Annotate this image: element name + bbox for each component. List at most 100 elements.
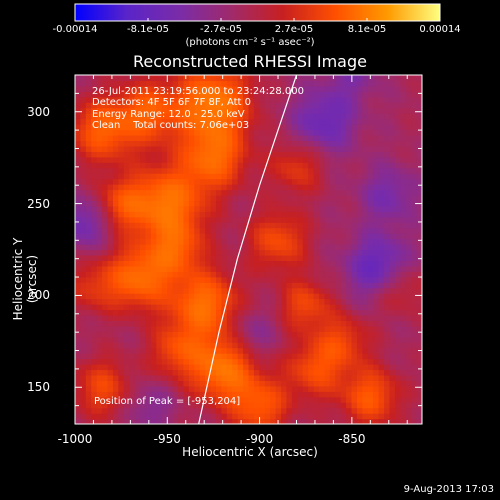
heatmap-cell [400, 211, 407, 218]
heatmap-cell [324, 342, 331, 349]
heatmap-cell [194, 336, 201, 343]
heatmap-cell [416, 151, 422, 158]
heatmap-cell [172, 413, 179, 420]
heatmap-cell [232, 107, 239, 114]
heatmap-cell [302, 200, 309, 207]
heatmap-cell [259, 244, 266, 251]
heatmap-cell [275, 298, 282, 305]
heatmap-cell [329, 271, 336, 278]
heatmap-cell [308, 347, 315, 354]
heatmap-cell [215, 233, 222, 240]
heatmap-cell [378, 287, 385, 294]
heatmap-cell [259, 413, 266, 420]
heatmap-cell [178, 413, 185, 420]
heatmap-cell [134, 211, 141, 218]
heatmap-cell [102, 162, 109, 169]
heatmap-cell [389, 304, 396, 311]
heatmap-cell [264, 124, 271, 131]
heatmap-cell [308, 173, 315, 180]
heatmap-cell [378, 140, 385, 147]
heatmap-cell [335, 254, 342, 262]
heatmap-cell [96, 118, 103, 125]
heatmap-cell [329, 314, 336, 321]
heatmap-cell [405, 107, 412, 114]
heatmap-cell [205, 184, 212, 191]
heatmap-cell [335, 347, 342, 354]
heatmap-cell [378, 369, 385, 376]
heatmap-cell [362, 173, 369, 180]
heatmap-cell [112, 75, 119, 82]
heatmap-cell [389, 314, 396, 321]
heatmap-cell [373, 184, 380, 191]
heatmap-cell [405, 162, 412, 169]
heatmap-cell [226, 85, 233, 92]
heatmap-cell [378, 200, 385, 207]
heatmap-cell [335, 184, 342, 191]
heatmap-cell [194, 80, 201, 87]
heatmap-cell [329, 325, 336, 332]
heatmap-cell [232, 380, 239, 387]
heatmap-cell [335, 113, 342, 120]
heatmap-cell [237, 118, 244, 125]
heatmap-cell [286, 211, 293, 218]
heatmap-cell [259, 96, 266, 103]
heatmap-cell [384, 173, 391, 180]
heatmap-cell [237, 265, 244, 272]
heatmap-cell [221, 265, 228, 272]
heatmap-cell [373, 336, 380, 343]
heatmap-cell [112, 407, 119, 414]
heatmap-cell [384, 298, 391, 305]
heatmap-cell [210, 304, 217, 311]
heatmap-cell [270, 91, 277, 98]
heatmap-cell [286, 336, 293, 343]
heatmap-cell [367, 173, 374, 180]
heatmap-cell [356, 282, 363, 289]
heatmap-cell [237, 80, 244, 87]
heatmap-cell [286, 194, 293, 202]
heatmap-cell [367, 205, 374, 212]
heatmap-cell [351, 271, 358, 278]
heatmap-cell [156, 189, 163, 196]
heatmap-cell [118, 134, 125, 142]
heatmap-cell [411, 156, 418, 163]
heatmap-cell [145, 336, 152, 343]
heatmap-cell [318, 113, 326, 120]
heatmap-cell [178, 233, 185, 240]
heatmap-cell [313, 364, 320, 371]
heatmap-cell [243, 309, 250, 316]
heatmap-cell [248, 194, 255, 202]
heatmap-cell [129, 156, 136, 163]
heatmap-cell [112, 178, 119, 185]
heatmap-cell [194, 173, 201, 180]
heatmap-cell [362, 216, 369, 223]
heatmap-cell [112, 369, 119, 376]
heatmap-cell [367, 107, 374, 114]
heatmap-cell [85, 178, 92, 185]
heatmap-cell [400, 134, 407, 142]
heatmap-cell [150, 178, 157, 185]
heatmap-cell [178, 260, 185, 267]
heatmap-cell [210, 200, 217, 207]
heatmap-cell [118, 380, 125, 387]
heatmap-cell [308, 194, 315, 202]
heatmap-cell [221, 107, 228, 114]
heatmap-cell [373, 320, 380, 327]
heatmap-cell [167, 156, 174, 163]
heatmap-cell [405, 200, 412, 207]
heatmap-cell [270, 298, 277, 305]
heatmap-cell [302, 293, 309, 300]
heatmap-cell [297, 304, 304, 311]
heatmap-cell [297, 369, 304, 376]
heatmap-cell [411, 118, 418, 125]
heatmap-cell [335, 96, 342, 103]
heatmap-cell [210, 216, 217, 223]
heatmap-cell [210, 107, 217, 114]
heatmap-cell [145, 96, 152, 103]
heatmap-cell [129, 369, 136, 376]
heatmap-cell [96, 418, 103, 424]
heatmap-cell [324, 260, 331, 267]
heatmap-cell [340, 140, 347, 147]
heatmap-cell [275, 238, 282, 245]
heatmap-cell [129, 189, 136, 196]
heatmap-cell [205, 145, 212, 152]
